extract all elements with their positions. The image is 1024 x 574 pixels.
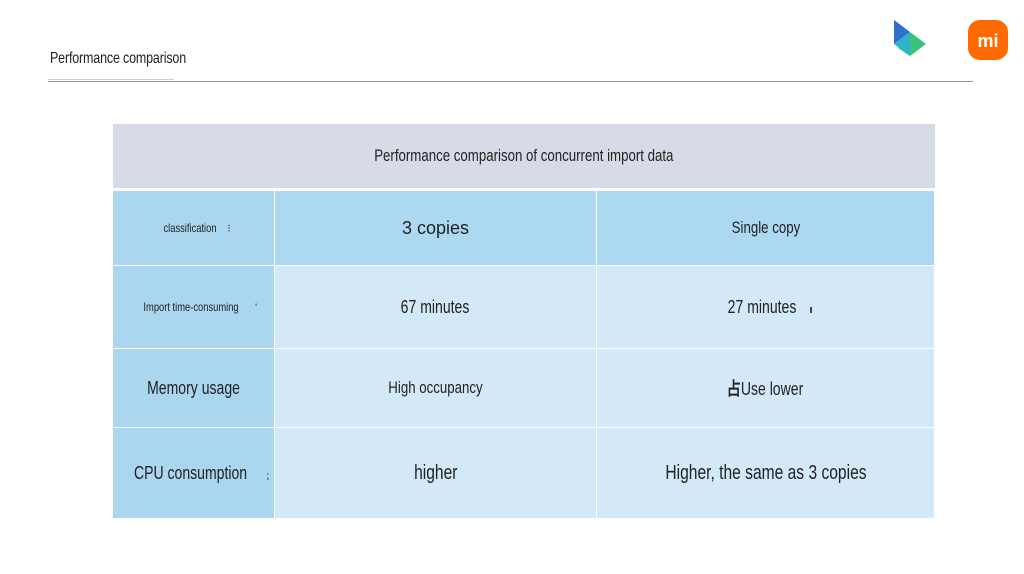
cell-a: higher bbox=[274, 427, 597, 519]
row-label: CPU consumption ⁏ bbox=[112, 427, 275, 519]
table-row: Import time-consuming ' 67 minutes 27 min… bbox=[112, 265, 935, 349]
text-marker: ⁝ bbox=[227, 223, 231, 235]
header-col-b: Single copy bbox=[596, 189, 935, 266]
row-label-text: Memory usage bbox=[147, 377, 240, 398]
cell-b: Higher, the same as 3 copies bbox=[596, 427, 935, 519]
page-title: Performance comparison bbox=[50, 50, 186, 67]
row-label: Memory usage bbox=[112, 348, 275, 428]
table-row: CPU consumption ⁏ higher Higher, the same… bbox=[112, 427, 935, 519]
mi-logo-text: mi bbox=[977, 31, 998, 51]
cell-b: 27 minutes ı bbox=[596, 265, 935, 349]
cell-b-text: Higher, the same as 3 copies bbox=[664, 461, 867, 484]
table-caption-text: Performance comparison of concurrent imp… bbox=[373, 146, 674, 165]
header-col-b-text: Single copy bbox=[731, 218, 800, 237]
text-marker: ' bbox=[254, 302, 258, 314]
table-caption-row: Performance comparison of concurrent imp… bbox=[112, 124, 935, 191]
table-caption: Performance comparison of concurrent imp… bbox=[112, 124, 935, 191]
header-classification: classification ⁝ bbox=[112, 189, 275, 266]
header-col-a: 3 copies bbox=[274, 189, 597, 266]
row-label: Import time-consuming ' bbox=[112, 265, 275, 349]
row-label-text: Import time-consuming bbox=[143, 300, 239, 314]
cell-a-text: High occupancy bbox=[388, 378, 483, 397]
header-col-a-text: 3 copies bbox=[401, 217, 470, 238]
row-label-text: CPU consumption bbox=[133, 462, 247, 483]
cell-b-text: 占Use lower bbox=[727, 375, 803, 401]
title-underline bbox=[48, 79, 174, 80]
comparison-table: Performance comparison of concurrent imp… bbox=[112, 124, 935, 519]
cell-b: 占Use lower bbox=[596, 348, 935, 428]
table-header-row: classification ⁝ 3 copies Single copy bbox=[112, 189, 935, 266]
cell-a: 67 minutes bbox=[274, 265, 597, 349]
cell-b-text: 27 minutes bbox=[728, 296, 797, 317]
cell-b-prefix: 占 bbox=[727, 379, 742, 399]
cell-a: High occupancy bbox=[274, 348, 597, 428]
title-divider bbox=[48, 81, 973, 82]
table-row: Memory usage High occupancy 占Use lower bbox=[112, 348, 935, 428]
cell-b-value: Use lower bbox=[741, 379, 804, 399]
play-logo-icon bbox=[894, 20, 926, 56]
header-classification-text: classification bbox=[163, 221, 217, 235]
text-marker: ⁏ bbox=[265, 469, 270, 482]
cell-a-text: higher bbox=[413, 461, 458, 484]
mi-logo-icon: mi bbox=[968, 20, 1008, 60]
cell-a-text: 67 minutes bbox=[401, 296, 470, 317]
text-marker: ı bbox=[809, 303, 813, 316]
